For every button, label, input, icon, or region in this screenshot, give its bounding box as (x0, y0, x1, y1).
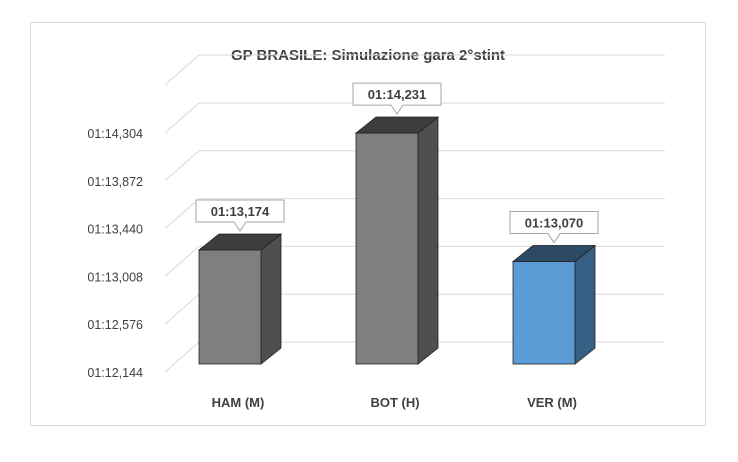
gridline-depth (164, 150, 200, 182)
bar-layer (197, 116, 597, 365)
data-label-callout (352, 82, 442, 115)
y-tick-label: 01:12,576 (87, 318, 143, 332)
gridline-depth (164, 341, 200, 373)
x-category-label: BOT (H) (370, 395, 419, 410)
gridline-depth (164, 54, 200, 86)
gridline-depth (164, 246, 200, 277)
y-tick-label: 01:14,304 (87, 127, 143, 141)
bar-front-face (198, 249, 262, 365)
data-label: 01:13,174 (195, 199, 285, 232)
data-label-text: 01:13,174 (211, 204, 270, 219)
bar-front-face (355, 132, 419, 365)
data-label-callout (195, 199, 285, 232)
gridline-depth (164, 198, 200, 229)
y-tick-label: 01:13,872 (87, 175, 143, 189)
bar-side-face (574, 244, 596, 365)
bar-side-face (417, 116, 439, 365)
y-tick-label: 01:13,440 (87, 223, 143, 237)
gridline-depth (164, 102, 200, 134)
y-tick-label: 01:13,008 (87, 270, 143, 284)
y-tick-label: 01:12,144 (87, 366, 143, 380)
bar (511, 244, 597, 365)
x-category-label: VER (M) (527, 395, 577, 410)
bar (354, 116, 440, 365)
data-label-text: 01:13,070 (525, 216, 584, 231)
data-labels: 01:13,174 01:14,231 01:13,070 (195, 82, 599, 244)
x-axis-categories: HAM (M) BOT (H) VER (M) (212, 395, 577, 410)
data-label: 01:14,231 (352, 82, 442, 115)
data-label-callout (509, 211, 599, 244)
data-label: 01:13,070 (509, 211, 599, 244)
bar (197, 233, 283, 365)
data-label-text: 01:14,231 (368, 87, 427, 102)
gridline-depth (164, 293, 200, 325)
bar-side-face (260, 233, 282, 365)
bar-front-face (512, 261, 576, 365)
y-axis-ticks: 01:12,144 01:12,576 01:13,008 01:13,440 01:1… (87, 127, 143, 380)
x-category-label: HAM (M) (212, 395, 265, 410)
